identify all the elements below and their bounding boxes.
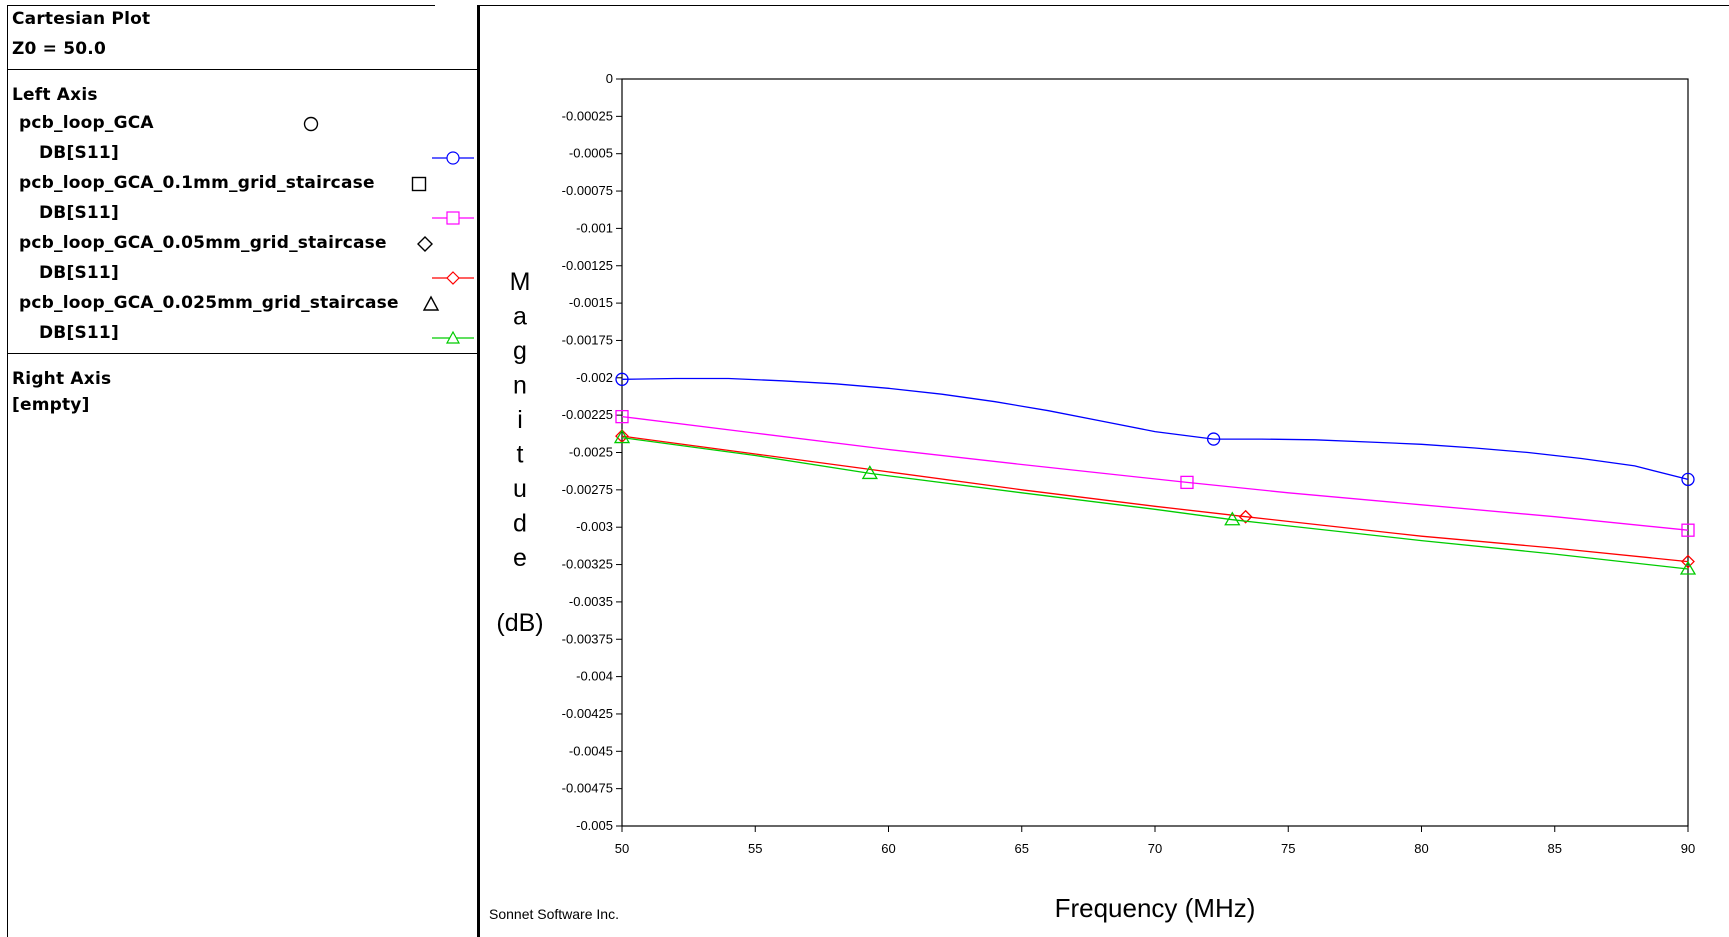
y-axis-title-letter: t (517, 441, 524, 469)
trace-name[interactable]: DB[S11] (39, 263, 119, 283)
series-line (621, 377, 1689, 481)
y-tick-label: -0.001 (576, 220, 613, 235)
x-tick-label: 75 (1281, 841, 1295, 856)
y-tick-label: -0.0035 (569, 594, 613, 609)
y-tick-label: -0.00475 (562, 781, 613, 796)
x-tick-label: 70 (1148, 841, 1162, 856)
x-tick-label: 65 (1015, 841, 1029, 856)
project-name[interactable]: pcb_loop_GCA_0.025mm_grid_staircase (19, 293, 399, 313)
credit-text: Sonnet Software Inc. (489, 906, 619, 922)
project-name[interactable]: pcb_loop_GCA_0.1mm_grid_staircase (19, 173, 375, 193)
y-tick-label: -0.0005 (569, 146, 613, 161)
y-tick-label: -0.002 (576, 370, 613, 385)
y-tick-label: -0.0025 (569, 445, 613, 460)
diamond-marker (1238, 509, 1253, 524)
series-layer (613, 372, 1697, 575)
left-axis-heading: Left Axis (12, 85, 98, 105)
y-axis-title-letter: g (513, 337, 527, 365)
plot-frame (621, 78, 1689, 827)
x-tick-label: 90 (1681, 841, 1695, 856)
plot-top-border (480, 5, 1729, 6)
triangle-marker (613, 429, 631, 444)
y-tick-label: -0.003 (576, 519, 613, 534)
series-line (621, 435, 1689, 563)
x-tick-label: 80 (1414, 841, 1428, 856)
y-tick-label: -0.0045 (569, 743, 613, 758)
y-tick-label: -0.00375 (562, 631, 613, 646)
circle-marker (615, 372, 629, 386)
series-diamond (615, 429, 1695, 569)
y-axis: 0 -0.00025 -0.0005 -0.00075 -0.001 -0.00125 -0… (562, 71, 622, 833)
x-tick-label: 60 (881, 841, 895, 856)
section-divider (7, 69, 477, 70)
y-tick-label: -0.004 (576, 669, 613, 684)
series-circle (615, 372, 1695, 487)
y-tick-label: -0.00325 (562, 557, 613, 572)
square-marker (615, 409, 629, 424)
x-tick-label: 85 (1548, 841, 1562, 856)
y-axis-unit: (dB) (496, 609, 543, 637)
square-marker (1180, 475, 1194, 490)
y-tick-label: -0.00275 (562, 482, 613, 497)
panel-divider (477, 5, 480, 937)
trace-name[interactable]: DB[S11] (39, 203, 119, 223)
series-line (621, 436, 1689, 570)
triangle-marker (1224, 511, 1241, 526)
right-axis-heading: Right Axis (12, 369, 112, 389)
square-marker (1681, 523, 1695, 537)
circle-marker (1681, 472, 1695, 487)
square-symbol-icon (411, 176, 427, 192)
trace-name[interactable]: DB[S11] (39, 323, 119, 343)
y-tick-label: 0 (606, 71, 613, 86)
plot-type-title: Cartesian Plot (12, 9, 151, 29)
diamond-marker (1681, 554, 1695, 569)
x-axis-title: Frequency (MHz) (1055, 893, 1256, 923)
y-axis-title-letter: n (513, 372, 527, 400)
triangle-marker (861, 465, 878, 480)
magenta-square-legend-icon (432, 211, 474, 225)
y-axis-title-letter: a (513, 303, 527, 331)
y-tick-label: -0.0015 (569, 295, 613, 310)
diamond-symbol-icon (417, 236, 433, 252)
y-tick-label: -0.00075 (562, 183, 613, 198)
x-axis: 50 55 60 65 70 75 80 85 90 (615, 826, 1695, 856)
x-tick-label: 55 (748, 841, 762, 856)
blue-circle-legend-icon (432, 151, 474, 165)
green-triangle-legend-icon (432, 330, 474, 344)
circle-marker (1206, 432, 1221, 446)
y-tick-label: -0.00225 (562, 407, 613, 422)
y-axis-title-letter: e (513, 544, 527, 572)
project-name[interactable]: pcb_loop_GCA (19, 113, 154, 133)
triangle-marker (1679, 560, 1697, 575)
section-divider (7, 353, 477, 354)
trace-name[interactable]: DB[S11] (39, 143, 119, 163)
z0-value: Z0 = 50.0 (12, 39, 106, 59)
info-panel-content: Cartesian Plot Z0 = 50.0 Left Axis pcb_l… (7, 5, 477, 937)
y-tick-label: -0.005 (576, 818, 613, 833)
y-axis-title-letter: u (513, 475, 527, 503)
circle-symbol-icon (303, 116, 319, 132)
series-square (615, 409, 1695, 537)
project-name[interactable]: pcb_loop_GCA_0.05mm_grid_staircase (19, 233, 387, 253)
x-tick-label: 50 (615, 841, 629, 856)
y-tick-label: -0.00425 (562, 706, 613, 721)
red-diamond-legend-icon (432, 271, 474, 285)
y-tick-label: -0.00125 (562, 258, 613, 273)
plot-info-panel (7, 5, 435, 937)
y-axis-title-letter: i (517, 406, 523, 434)
y-tick-label: -0.00025 (562, 108, 613, 123)
series-line (621, 415, 1689, 531)
y-axis-title-letter: M (510, 268, 531, 296)
right-axis-empty-label: [empty] (12, 395, 90, 415)
y-tick-label: -0.00175 (562, 332, 613, 347)
y-axis-title-letter: d (513, 510, 527, 538)
series-triangle (613, 429, 1697, 575)
triangle-symbol-icon (422, 295, 440, 311)
